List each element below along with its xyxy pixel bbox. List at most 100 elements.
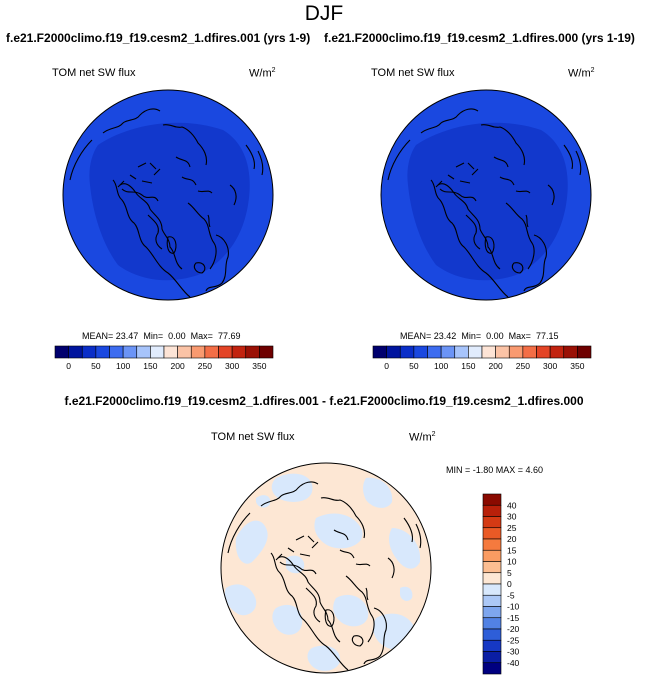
colorbar-box — [122, 345, 138, 359]
colorbar-tick-label: 20 — [507, 534, 517, 544]
colorbar-left: 0 50 100 150 200 250 300 350 — [54, 345, 274, 371]
coastlines — [227, 481, 422, 671]
case-title-right: f.e21.F2000climo.f19_f19.cesm2_1.dfires.… — [324, 31, 635, 45]
colorbar-box — [204, 345, 219, 359]
colorbar-box — [522, 345, 537, 359]
colorbar-box — [549, 345, 565, 359]
colorbar-tick-label: 10 — [507, 557, 517, 567]
colorbar-box — [482, 561, 502, 574]
colorbar-box — [399, 345, 415, 359]
units-label-left: W/m2 — [249, 67, 276, 80]
colorbar-tick-label: 350 — [570, 361, 584, 371]
diff-stats: MIN = -1.80 MAX = 4.60 — [446, 465, 544, 475]
colorbar-tick-label: 30 — [507, 512, 517, 522]
colorbar-box — [81, 345, 97, 359]
colorbar-box — [482, 504, 502, 517]
colorbar-tick-label: -15 — [507, 613, 520, 623]
colorbar-tick-label: 350 — [252, 361, 266, 371]
colorbar-box — [482, 493, 502, 506]
diff-variable-label: TOM net SW flux — [211, 431, 295, 443]
colorbar-box — [482, 527, 502, 540]
colorbar-tick-label: 0 — [507, 579, 512, 589]
colorbar-box — [386, 345, 401, 359]
colorbar-box — [482, 639, 502, 652]
diff-units-label: W/m2 — [409, 431, 436, 444]
colorbar-tick-label: 100 — [116, 361, 130, 371]
colorbar-box — [482, 651, 502, 664]
colorbar-box — [482, 628, 502, 641]
colorbar-box — [231, 345, 247, 359]
colorbar-tick-label: 300 — [543, 361, 557, 371]
colorbar-box — [245, 345, 260, 359]
map-border — [220, 462, 432, 674]
colorbar-tick-label: -25 — [507, 635, 520, 645]
units-label-right: W/m2 — [568, 67, 595, 80]
case-title-left: f.e21.F2000climo.f19_f19.cesm2_1.dfires.… — [6, 31, 311, 45]
colorbar-box — [190, 345, 206, 359]
colorbar-tick-label: -30 — [507, 647, 520, 657]
colorbar-tick-label: 250 — [516, 361, 530, 371]
diff-title: f.e21.F2000climo.f19_f19.cesm2_1.dfires.… — [64, 394, 584, 408]
colorbar-box — [163, 345, 178, 359]
colorbar-box — [372, 345, 387, 359]
colorbar-box — [482, 617, 502, 630]
map-border — [62, 89, 274, 301]
colorbar-tick-label: 200 — [171, 361, 185, 371]
colorbar-tick-label: -5 — [507, 590, 515, 600]
colorbar-box — [482, 583, 502, 596]
colorbar-box — [218, 345, 233, 359]
colorbar-tick-label: 15 — [507, 545, 517, 555]
colorbar-box — [482, 594, 502, 607]
colorbar-box — [482, 516, 502, 529]
polar-map-right — [380, 89, 592, 301]
colorbar-box — [54, 345, 69, 359]
colorbar-box — [150, 345, 165, 359]
colorbar-box — [482, 549, 502, 562]
colorbar-box — [508, 345, 524, 359]
colorbar-tick-label: 150 — [461, 361, 475, 371]
colorbar-tick-label: 50 — [91, 361, 101, 371]
colorbar-box — [482, 606, 502, 619]
map-field-inner — [407, 122, 568, 281]
colorbar-box — [454, 345, 469, 359]
colorbar-tick-label: 300 — [225, 361, 239, 371]
map-border — [380, 89, 592, 301]
polar-map-diff — [220, 462, 432, 674]
colorbar-box — [481, 345, 496, 359]
colorbar-box — [259, 345, 274, 359]
map-field-inner — [89, 122, 250, 281]
coastlines — [69, 108, 264, 298]
colorbar-box — [536, 345, 551, 359]
colorbar-box — [482, 572, 502, 585]
colorbar-tick-label: -10 — [507, 602, 520, 612]
colorbar-tick-label: 200 — [489, 361, 503, 371]
colorbar-box — [95, 345, 110, 359]
variable-label-right: TOM net SW flux — [371, 67, 455, 79]
colorbar-box — [495, 345, 510, 359]
coastlines — [387, 108, 582, 298]
colorbar-box — [177, 345, 192, 359]
colorbar-box — [413, 345, 428, 359]
colorbar-tick-label: 150 — [143, 361, 157, 371]
colorbar-box — [136, 345, 151, 359]
colorbar-box — [427, 345, 442, 359]
colorbar-right: 0 50 100 150 200 250 300 350 — [372, 345, 592, 371]
colorbar-tick-label: 100 — [434, 361, 448, 371]
colorbar-tick-label: 0 — [66, 361, 71, 371]
colorbar-box — [468, 345, 483, 359]
colorbar-tick-label: 5 — [507, 568, 512, 578]
colorbar-box — [482, 662, 502, 675]
colorbar-box — [563, 345, 578, 359]
colorbar-box — [577, 345, 592, 359]
diff-positive-field — [221, 463, 431, 673]
colorbar-box — [482, 538, 502, 551]
colorbar-tick-label: -40 — [507, 658, 520, 668]
colorbar-tick-label: -20 — [507, 624, 520, 634]
colorbar-box — [68, 345, 83, 359]
page-title: DJF — [304, 2, 344, 25]
polar-map-left — [62, 89, 274, 301]
colorbar-tick-label: 50 — [409, 361, 419, 371]
colorbar-box — [109, 345, 124, 359]
stats-left: MEAN= 23.47 Min= 0.00 Max= 77.69 — [82, 331, 241, 341]
